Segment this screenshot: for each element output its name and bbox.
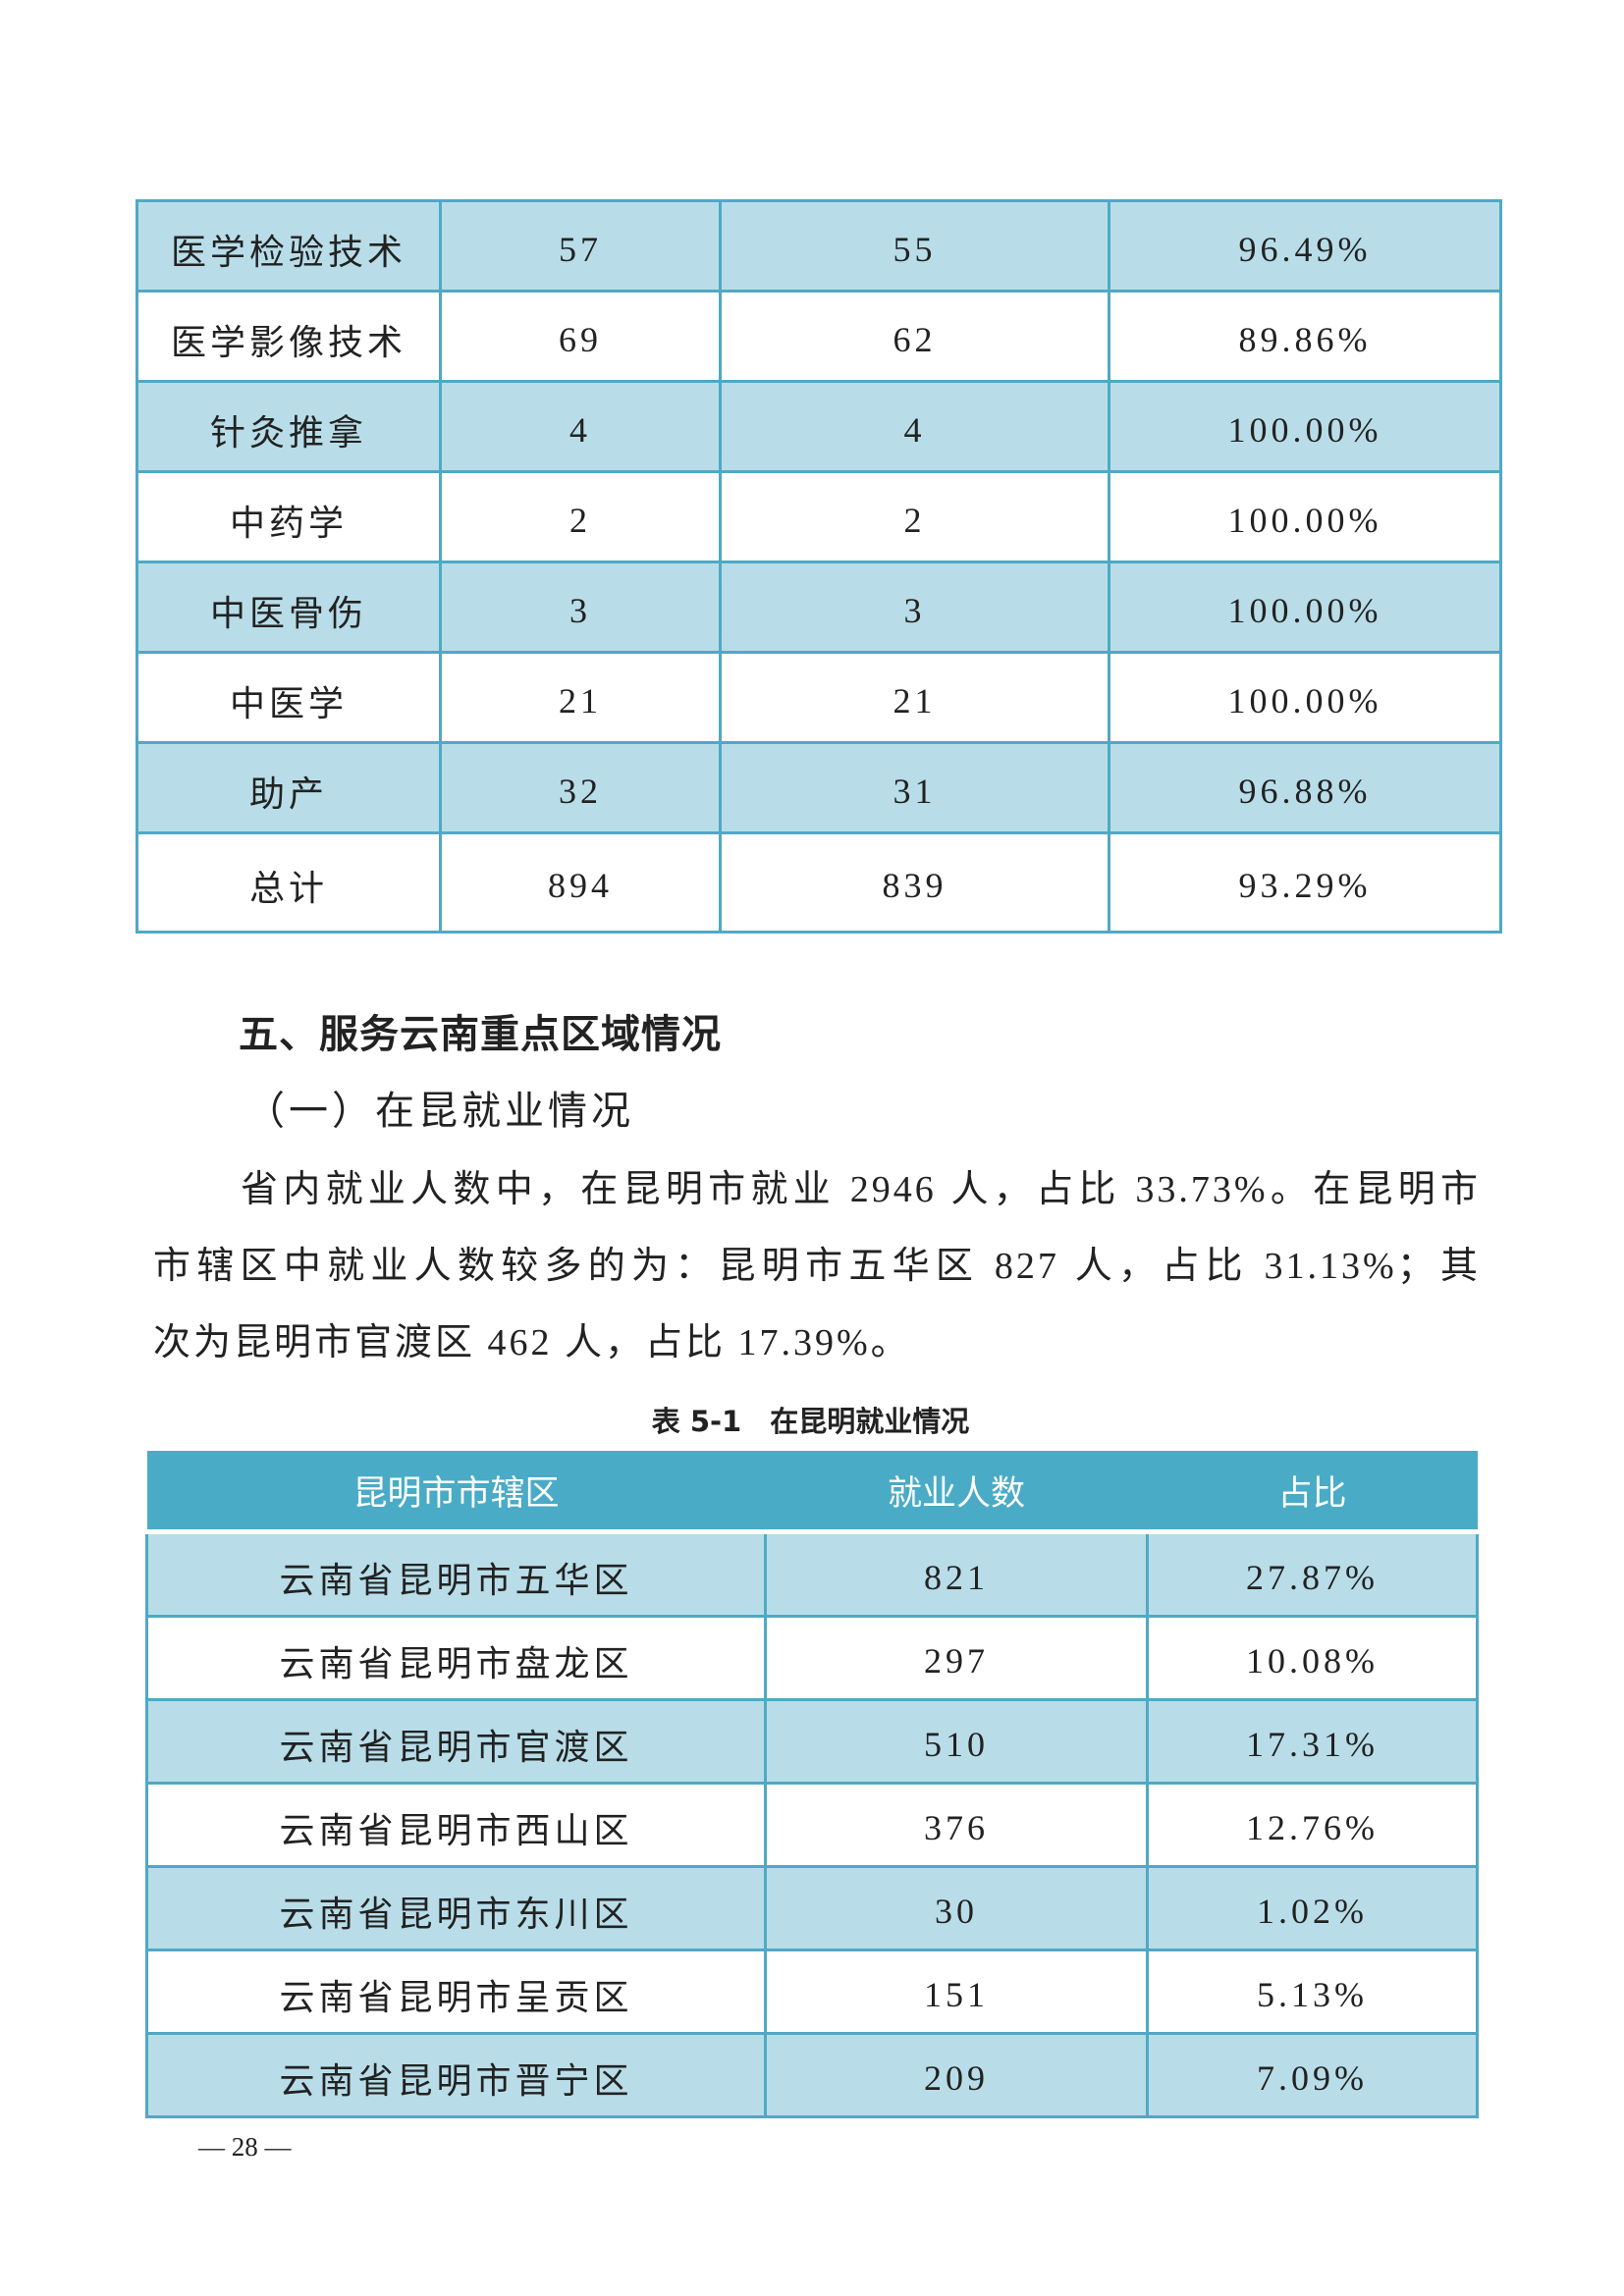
table-cell: 894 [439,831,722,934]
table-row: 医学影像技术 69 62 89.86% [135,290,1502,383]
table-cell: 376 [764,1782,1149,1868]
table-cell: 27.87% [1146,1530,1479,1618]
table-cell: 31 [719,741,1110,834]
table-cell: 云南省昆明市东川区 [145,1865,767,1951]
table-caption: 表 5-1 在昆明就业情况 [651,1405,970,1438]
table-row: 云南省昆明市官渡区 510 17.31% [145,1698,1479,1785]
table-cell: 助产 [135,741,442,834]
table-cell: 云南省昆明市晋宁区 [145,2032,767,2118]
table-cell: 57 [439,199,722,293]
table-row: 云南省昆明市五华区 821 27.87% [145,1530,1479,1618]
table-cell: 100.00% [1108,380,1502,473]
table-cell: 100.00% [1108,470,1502,563]
table-cell: 云南省昆明市五华区 [145,1530,767,1618]
table-cell: 17.31% [1146,1698,1479,1785]
table-cell: 3 [439,561,722,654]
table-cell: 2 [719,470,1110,563]
table-row: 中医骨伤 3 3 100.00% [135,561,1502,654]
table-cell: 69 [439,290,722,383]
table-cell: 医学影像技术 [135,290,442,383]
table-cell: 55 [719,199,1110,293]
table-cell: 5.13% [1146,1949,1479,2035]
kunming-employment-table: 昆明市市辖区 就业人数 占比 云南省昆明市五华区 821 27.87% 云南省昆明市盘… [145,1451,1479,2118]
table-cell: 151 [764,1949,1149,2035]
table-row: 云南省昆明市晋宁区 209 7.09% [145,2032,1479,2118]
table-cell: 821 [764,1530,1149,1618]
table-cell: 100.00% [1108,651,1502,744]
column-header-ratio: 占比 [1147,1451,1478,1534]
table-cell: 21 [719,651,1110,744]
table-cell: 云南省昆明市呈贡区 [145,1949,767,2035]
table-cell: 93.29% [1108,831,1502,934]
section-heading: 五、服务云南重点区域情况 [239,1012,722,1057]
table-cell: 32 [439,741,722,834]
table-cell: 96.49% [1108,199,1502,293]
major-employment-table: 医学检验技术 57 55 96.49% 医学影像技术 69 62 89.86% 针灸推拿 4 4 10… [135,199,1502,934]
table-cell: 中医骨伤 [135,561,442,654]
table-row: 中医学 21 21 100.00% [135,651,1502,744]
page-number: — 28 — [198,2132,292,2162]
table-cell: 4 [439,380,722,473]
column-header-count: 就业人数 [765,1451,1148,1534]
table-row: 中药学 2 2 100.00% [135,470,1502,563]
table-cell: 62 [719,290,1110,383]
table-cell: 89.86% [1108,290,1502,383]
column-header-district: 昆明市市辖区 [146,1451,766,1534]
table-cell: 12.76% [1146,1782,1479,1868]
table-cell: 96.88% [1108,741,1502,834]
table-row: 医学检验技术 57 55 96.49% [135,199,1502,293]
table-row: 云南省昆明市西山区 376 12.76% [145,1782,1479,1868]
table-cell: 7.09% [1146,2032,1479,2118]
table-row: 助产 32 31 96.88% [135,741,1502,834]
table-cell: 2 [439,470,722,563]
paragraph-line: 省内就业人数中，在昆明市就业 2946 人，占比 33.73%。在昆明市 [241,1169,1481,1210]
table-cell: 总计 [135,831,442,934]
paragraph-line: 市辖区中就业人数较多的为：昆明市五华区 827 人，占比 31.13%；其 [153,1246,1481,1287]
table-cell: 中医学 [135,651,442,744]
paragraph-line: 次为昆明市官渡区 462 人，占比 17.39%。 [153,1322,911,1363]
table-cell: 297 [764,1615,1149,1701]
table-cell: 209 [764,2032,1149,2118]
table-cell: 510 [764,1698,1149,1785]
table-cell: 中药学 [135,470,442,563]
body-paragraph: 省内就业人数中，在昆明市就业 2946 人，占比 33.73%。在昆明市 市辖区… [153,1151,1481,1381]
table-cell: 云南省昆明市西山区 [145,1782,767,1868]
table-cell: 医学检验技术 [135,199,442,293]
table-row: 针灸推拿 4 4 100.00% [135,380,1502,473]
table-row: 总计 894 839 93.29% [135,831,1502,934]
table-cell: 21 [439,651,722,744]
section-subheading: （一）在昆就业情况 [245,1089,634,1133]
table-row: 云南省昆明市东川区 30 1.02% [145,1865,1479,1951]
table-cell: 4 [719,380,1110,473]
table-header-row: 昆明市市辖区 就业人数 占比 [146,1451,1478,1534]
table-cell: 云南省昆明市盘龙区 [145,1615,767,1701]
table-cell: 针灸推拿 [135,380,442,473]
table-cell: 839 [719,831,1110,934]
table-cell: 1.02% [1146,1865,1479,1951]
table-row: 云南省昆明市盘龙区 297 10.08% [145,1615,1479,1701]
table-cell: 30 [764,1865,1149,1951]
table-cell: 10.08% [1146,1615,1479,1701]
table-cell: 3 [719,561,1110,654]
table-cell: 100.00% [1108,561,1502,654]
table-cell: 云南省昆明市官渡区 [145,1698,767,1785]
table-row: 云南省昆明市呈贡区 151 5.13% [145,1949,1479,2035]
